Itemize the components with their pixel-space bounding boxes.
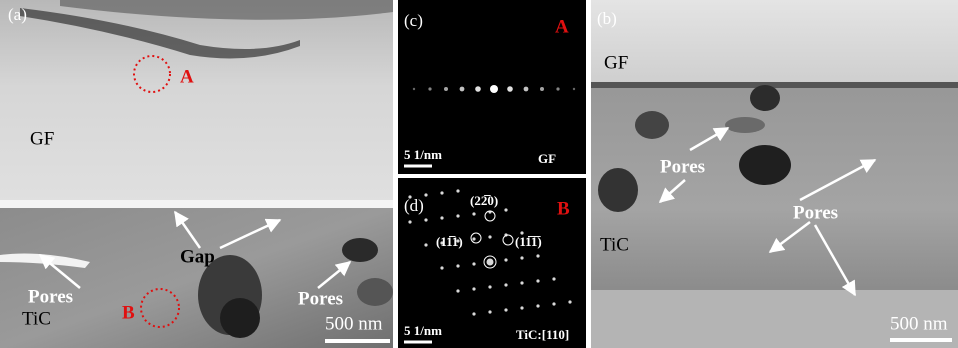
gf-region [591,0,958,82]
region-label: B [557,198,570,219]
diffraction-spot [408,220,411,223]
diffraction-spot [490,85,498,93]
diffraction-spot [440,216,443,219]
diffraction-spot [444,87,448,91]
diffraction-spot [520,281,523,284]
region-label: A [180,66,194,87]
material-label: GF [30,128,54,149]
diffraction-spot [488,285,491,288]
scale-label: 5 1/nm [404,323,442,338]
grain [750,85,780,111]
diffraction-spot [488,210,491,213]
interface [591,82,958,88]
diffraction-spot [488,235,491,238]
panel-c: (c) A GF 5 1/nm [398,0,586,174]
region-label: B [122,302,135,323]
diffraction-spot [460,87,465,92]
diffraction-spot [488,310,491,313]
diffraction-spot [552,302,555,305]
diffraction-spot [456,264,459,267]
diffraction-spot [472,312,475,315]
diffraction-spot [573,88,575,90]
panel-b: (b) GF Pores Pores TiC 500 nm [591,0,958,348]
diffraction-spot [504,208,507,211]
index-label: (22̅0) [470,193,498,208]
diffraction-spot [475,86,481,92]
diffraction-spot [408,195,411,198]
scale-label: 5 1/nm [404,147,442,162]
diffraction-spot [472,212,475,215]
diffraction-spot [424,218,427,221]
diffraction-spot [456,189,459,192]
diffraction-spot [540,87,544,91]
material-label: TiC:[110] [516,327,569,342]
diffraction-spot [456,289,459,292]
grain [342,238,378,262]
panel-label: (d) [404,196,424,215]
diffraction-spot [524,87,529,92]
material-label: GF [538,151,556,166]
panel-d: (d) B (22̅0) (11̅1) (11̅1̅) TiC:[110] 5 … [398,178,586,348]
diffraction-spot [520,256,523,259]
diffraction-spot [536,254,539,257]
figure: (a) A GF Gap Pores Pores B TiC 500 nm (c… [0,0,958,348]
grain [598,168,638,212]
diffraction-spot [487,259,494,266]
grain [725,117,765,133]
material-label: GF [604,52,628,73]
diffraction-spot [536,304,539,307]
diffraction-spot [472,262,475,265]
grain [357,278,393,306]
diffraction-spot [507,86,513,92]
interface [0,200,393,208]
grain [635,111,669,139]
panel-label: (a) [8,5,27,24]
grain [739,145,791,185]
diffraction-spot [440,241,443,244]
material-label: TiC [22,308,51,329]
annotation: Pores [793,202,838,223]
diffraction-spot [536,279,539,282]
diffraction-spot [520,231,523,234]
panel-label: (b) [597,9,617,28]
diffraction-spot [504,308,507,311]
panel-a: (a) A GF Gap Pores Pores B TiC 500 nm [0,0,393,348]
panel-label: (c) [404,11,423,30]
index-label: (11̅1̅) [515,234,542,249]
diffraction-spot [424,243,427,246]
diffraction-spot [472,237,475,240]
diffraction-spot [504,283,507,286]
diffraction-spot [504,258,507,261]
diffraction-spot [440,266,443,269]
diffraction-spot [424,193,427,196]
diffraction-spot [520,306,523,309]
diffraction-spot [504,233,507,236]
diffraction-spot [440,191,443,194]
annotation: Pores [298,288,343,309]
diffraction-spot [552,277,555,280]
diffraction-spot [472,287,475,290]
grain [220,298,260,338]
diffraction-spot [568,300,571,303]
diffraction-spot [413,88,415,90]
material-label: TiC [600,234,629,255]
diffraction-spot [456,214,459,217]
region-label: A [555,16,569,37]
diffraction-spot [556,87,559,90]
diffraction-spot [456,239,459,242]
annotation: Pores [28,286,73,307]
annotation: Pores [660,156,705,177]
scale-label: 500 nm [890,313,948,334]
diffraction-spot [428,87,431,90]
scale-label: 500 nm [325,313,383,334]
annotation: Gap [180,246,215,267]
